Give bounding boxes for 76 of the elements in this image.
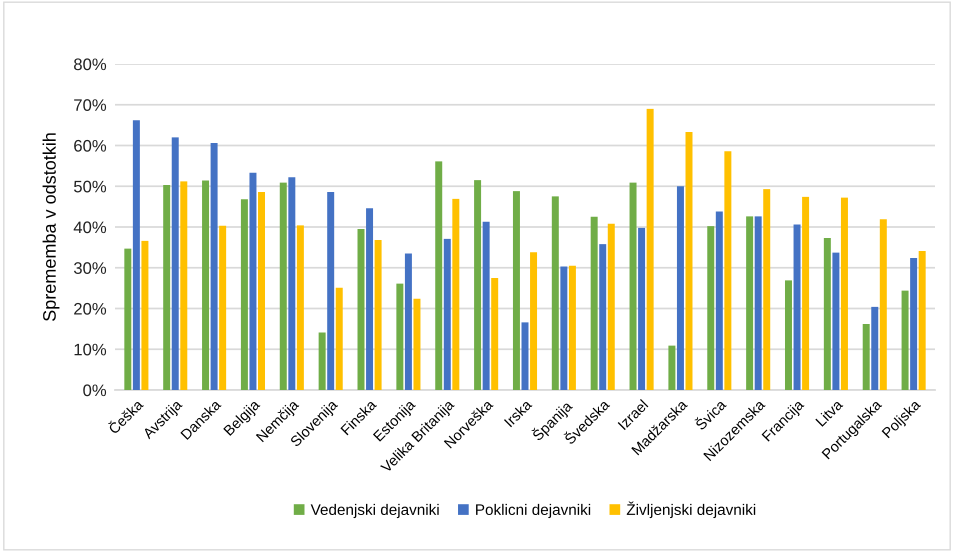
bar <box>676 186 684 390</box>
bar <box>374 240 382 390</box>
bar <box>918 251 926 390</box>
bar <box>124 248 132 390</box>
bar <box>482 222 490 390</box>
bar <box>862 324 870 390</box>
bar <box>240 199 248 390</box>
bar <box>902 290 909 390</box>
bar <box>249 172 256 390</box>
bar <box>560 266 568 390</box>
bar <box>172 137 179 390</box>
y-tick-label: 80% <box>74 58 106 70</box>
bar <box>210 143 218 390</box>
bar <box>435 161 442 390</box>
bar <box>599 244 606 390</box>
y-tick-label: 50% <box>74 180 106 192</box>
bar <box>491 278 498 390</box>
bar <box>132 120 140 390</box>
bar <box>396 284 404 390</box>
legend-label: Vedenjski dejavniki <box>310 504 439 518</box>
y-tick-label: 40% <box>74 221 106 234</box>
bar <box>413 298 420 390</box>
bar <box>802 196 810 390</box>
bar <box>638 228 646 390</box>
bar <box>296 225 304 390</box>
bar <box>163 185 170 390</box>
bar <box>452 198 460 390</box>
bar <box>754 216 762 390</box>
bar <box>288 177 296 390</box>
bar <box>336 288 343 390</box>
bar <box>512 191 520 390</box>
bar <box>358 229 364 390</box>
bar <box>474 180 482 390</box>
bar <box>366 208 374 390</box>
bar <box>530 252 538 390</box>
bar <box>552 196 559 390</box>
y-tick-label: 70% <box>74 99 106 111</box>
y-tick-label: 10% <box>74 344 106 356</box>
bar <box>630 182 637 390</box>
bar <box>880 219 887 390</box>
bar <box>590 216 598 390</box>
legend-label: Življenjski dejavniki <box>626 502 756 518</box>
bar <box>444 238 451 390</box>
bar <box>746 216 754 390</box>
bar <box>646 108 654 390</box>
bar <box>910 258 918 390</box>
bar <box>832 252 840 390</box>
y-tick-label: 60% <box>74 140 106 152</box>
bar <box>716 212 723 390</box>
bar <box>707 226 714 390</box>
bar <box>686 132 692 390</box>
bar <box>871 306 878 390</box>
y-axis-title: Sprememba v odstotkih <box>42 133 60 322</box>
bar <box>568 266 576 390</box>
bar <box>522 322 528 390</box>
bar <box>327 192 334 390</box>
bar <box>763 189 770 390</box>
bar <box>608 224 615 390</box>
bar <box>668 346 676 390</box>
bar <box>724 151 732 390</box>
bar <box>141 240 148 390</box>
bar <box>258 192 266 390</box>
bar <box>180 181 188 390</box>
y-tick-label: 0% <box>83 384 106 396</box>
y-tick-label: 30% <box>74 262 106 274</box>
bar <box>784 280 792 390</box>
y-tick-label: 20% <box>74 302 106 315</box>
bar <box>404 253 412 390</box>
bar <box>202 180 210 390</box>
bar <box>840 198 848 390</box>
bar <box>280 182 287 390</box>
legend-label: Poklicni dejavniki <box>476 504 590 518</box>
bar <box>794 224 801 390</box>
bar <box>824 238 831 390</box>
bar <box>219 226 226 390</box>
bar <box>318 332 326 390</box>
